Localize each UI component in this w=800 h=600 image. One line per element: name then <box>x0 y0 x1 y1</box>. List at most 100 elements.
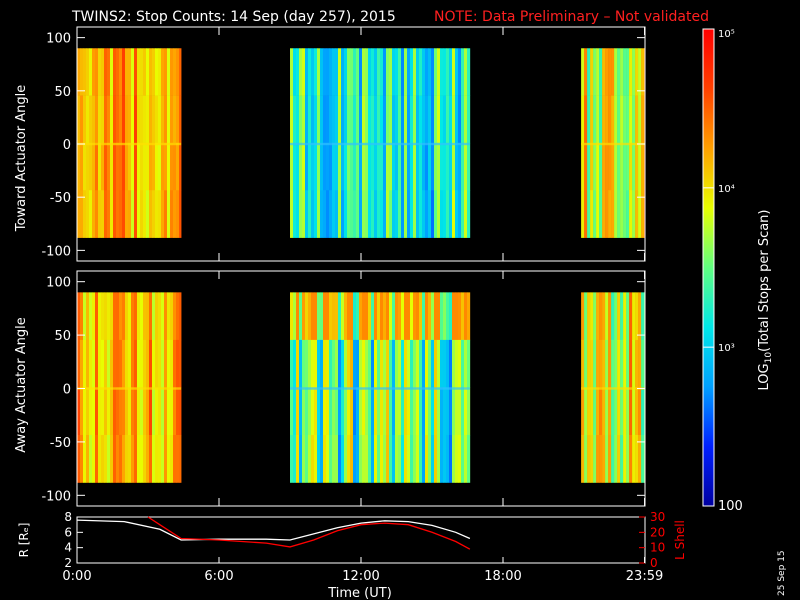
toward-heatmap-cell <box>149 48 153 96</box>
toward-heatmap-cell <box>320 95 324 144</box>
away-heatmap-cell <box>344 434 348 483</box>
toward-heatmap-cell <box>602 95 606 144</box>
away-heatmap-cell <box>305 339 309 388</box>
away-heatmap-cell <box>398 339 402 388</box>
away-heatmap-cell <box>86 339 90 388</box>
toward-heatmap-cell <box>104 48 108 96</box>
toward-heatmap-cell <box>404 190 408 238</box>
toward-heatmap-cell <box>167 190 171 238</box>
away-heatmap-cell <box>128 339 132 388</box>
toward-heatmap-cell <box>629 95 633 144</box>
away-heatmap-cell <box>161 339 165 388</box>
toward-heatmap-cell <box>332 142 336 191</box>
away-heatmap-cell <box>317 434 321 483</box>
away-heatmap-cell <box>602 387 606 436</box>
toward-heatmap-cell <box>329 48 333 96</box>
away-heatmap-cell <box>146 339 150 388</box>
orbit-series-lshell <box>147 516 471 550</box>
toward-heatmap-cell <box>128 95 132 144</box>
away-heatmap-cell <box>392 292 396 341</box>
away-heatmap-cell <box>356 339 360 388</box>
toward-heatmap-cell <box>392 190 396 238</box>
away-heatmap-cell <box>380 339 384 388</box>
toward-heatmap-cell <box>416 190 420 238</box>
away-heatmap-cell <box>122 292 126 341</box>
away-heatmap-cell <box>443 434 447 483</box>
away-heatmap-cell <box>404 434 408 483</box>
away-heatmap-cell <box>290 292 294 341</box>
toward-heatmap-cell <box>416 48 420 96</box>
away-heatmap-cell <box>611 292 615 341</box>
away-heatmap-cell <box>596 387 600 436</box>
toward-heatmap-cell <box>380 190 384 238</box>
away-heatmap-cell <box>131 339 135 388</box>
toward-heatmap-cell <box>131 190 135 238</box>
away-heatmap-cell <box>614 434 618 483</box>
toward-heatmap-cell <box>83 142 87 191</box>
away-heatmap-cell <box>308 292 312 341</box>
away-heatmap-cell <box>155 387 159 436</box>
away-heatmap-cell <box>134 387 138 436</box>
toward-heatmap-cell <box>158 142 162 191</box>
away-heatmap-cell <box>383 387 387 436</box>
away-heatmap-cell <box>137 387 141 436</box>
away-heatmap-cell <box>314 387 318 436</box>
toward-heatmap-cell <box>101 95 105 144</box>
away-heatmap-cell <box>137 339 141 388</box>
away-heatmap-cell <box>422 339 426 388</box>
toward-heatmap-cell <box>311 142 315 191</box>
away-heatmap-cell <box>428 339 432 388</box>
toward-heatmap-cell <box>467 142 471 191</box>
away-heatmap-cell <box>113 292 117 341</box>
away-heatmap-cell <box>80 292 84 341</box>
away-heatmap-cell <box>170 292 174 341</box>
toward-heatmap-cell <box>383 95 387 144</box>
away-heatmap-cell <box>386 387 390 436</box>
away-heatmap-cell <box>329 434 333 483</box>
orbit-left-ytick-label: 8 <box>64 510 72 524</box>
toward-heatmap-cell <box>119 95 123 144</box>
away-heatmap-cell <box>404 292 408 341</box>
date-stamp: 25 Sep 15 <box>777 550 787 596</box>
away-heatmap-cell <box>629 434 633 483</box>
toward-heatmap-cell <box>149 190 153 238</box>
toward-heatmap-cell <box>449 95 453 144</box>
toward-heatmap-cell <box>587 142 591 191</box>
away-heatmap-cell <box>299 387 303 436</box>
toward-heatmap-cell <box>446 48 450 96</box>
toward-heatmap-cell <box>95 142 99 191</box>
toward-heatmap-cell <box>137 142 141 191</box>
toward-heatmap-cell <box>323 48 327 96</box>
away-heatmap-cell <box>410 434 414 483</box>
away-heatmap-cell <box>101 387 105 436</box>
toward-heatmap-cell <box>299 190 303 238</box>
away-heatmap-cell <box>587 339 591 388</box>
away-heatmap-cell <box>410 387 414 436</box>
toward-heatmap-cell <box>80 190 84 238</box>
away-heatmap-cell <box>440 339 444 388</box>
toward-heatmap-cell <box>380 48 384 96</box>
toward-heatmap-cell <box>371 142 375 191</box>
away-heatmap-cell <box>371 339 375 388</box>
toward-heatmap-cell <box>449 48 453 96</box>
away-heatmap-cell <box>581 292 585 341</box>
away-heatmap-cell <box>455 434 459 483</box>
toward-heatmap-cell <box>590 142 594 191</box>
away-ytick-label: 0 <box>63 383 71 398</box>
away-heatmap-cell <box>101 434 105 483</box>
away-heatmap-cell <box>104 387 108 436</box>
toward-heatmap-cell <box>392 142 396 191</box>
toward-heatmap-cell <box>77 190 81 238</box>
away-heatmap-cell <box>449 387 453 436</box>
away-heatmap-cell <box>146 434 150 483</box>
away-heatmap-cell <box>179 292 182 341</box>
away-heatmap-cell <box>383 292 387 341</box>
toward-heatmap-cell <box>389 190 393 238</box>
away-heatmap-cell <box>137 434 141 483</box>
toward-heatmap-cell <box>617 95 621 144</box>
away-heatmap-cell <box>149 339 153 388</box>
toward-heatmap-cell <box>434 190 438 238</box>
toward-heatmap-cell <box>584 190 588 238</box>
toward-heatmap-cell <box>143 48 147 96</box>
toward-heatmap-cell <box>389 48 393 96</box>
